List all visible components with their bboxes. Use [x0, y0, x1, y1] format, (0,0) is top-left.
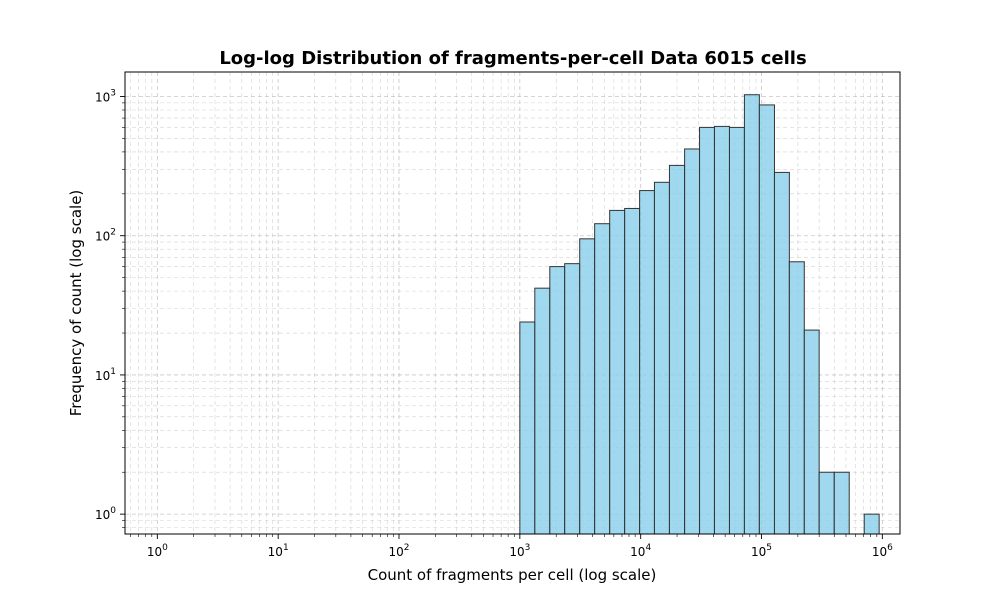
x-tick-label: 104: [630, 543, 651, 559]
y-tick-label: 100: [95, 506, 116, 522]
histogram-bar: [758, 104, 775, 535]
x-tick-label: 100: [147, 543, 168, 559]
chart-title: Log-log Distribution of fragments-per-ce…: [219, 48, 806, 69]
histogram-bar: [549, 266, 566, 535]
histogram-bar: [624, 207, 641, 535]
histogram-bar: [564, 263, 581, 535]
histogram-bar: [639, 190, 655, 535]
y-tick-label: 101: [95, 367, 116, 383]
y-axis-label: Frequency of count (log scale): [67, 190, 85, 417]
x-tick-label: 105: [751, 543, 772, 559]
x-tick-label: 101: [268, 543, 289, 559]
histogram-bar: [728, 126, 745, 535]
histogram-bar: [579, 238, 596, 535]
histogram-bar: [773, 171, 790, 535]
x-axis-label: Count of fragments per cell (log scale): [368, 566, 657, 584]
histogram-bar: [713, 125, 730, 535]
histogram-bar: [818, 471, 835, 535]
histogram-bar: [519, 321, 536, 535]
plot-frame: [124, 71, 901, 535]
histogram-bar: [863, 513, 880, 535]
histogram-bar: [743, 94, 760, 535]
histogram-bar: [699, 126, 715, 535]
y-axis-ticks: 100 101 102 103: [95, 89, 125, 528]
histogram-bar: [594, 223, 611, 535]
y-tick-label: 102: [95, 228, 116, 244]
histogram-bar: [609, 209, 626, 535]
y-tick-label: 103: [95, 89, 116, 105]
histogram-bar: [684, 148, 701, 535]
histogram-bar: [653, 181, 670, 535]
histogram-bar: [803, 329, 820, 535]
histogram-bar: [833, 471, 850, 535]
histogram-bar: [788, 261, 805, 535]
x-tick-label: 102: [388, 543, 409, 559]
x-axis-ticks: 100 101 102 103 104 105 106: [130, 534, 893, 559]
x-tick-label: 103: [509, 543, 530, 559]
histogram-bar: [668, 164, 686, 535]
histogram-bar: [534, 287, 551, 535]
x-tick-label: 106: [872, 543, 893, 559]
histogram-bars: [519, 94, 880, 535]
